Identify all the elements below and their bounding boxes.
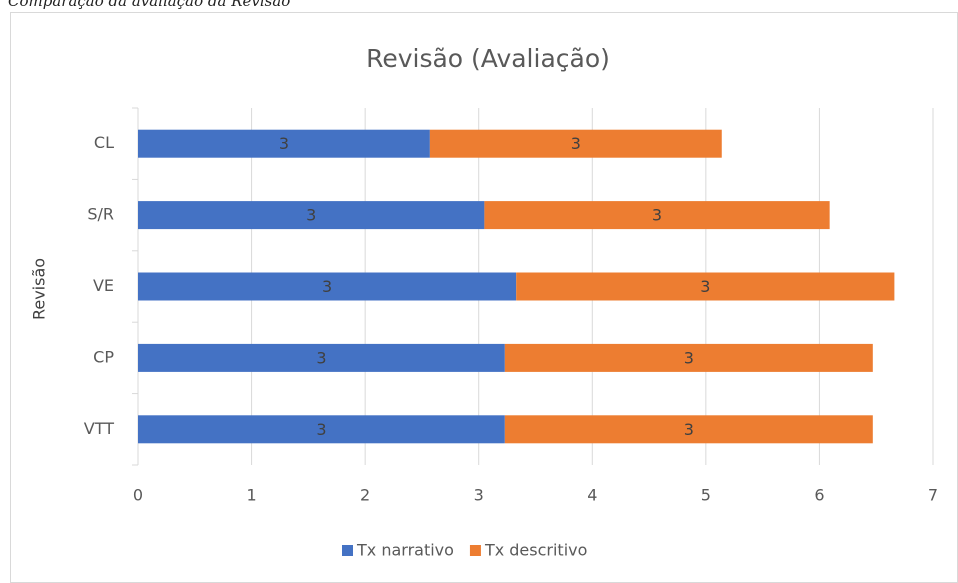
y-tick-label: VE — [93, 276, 114, 295]
data-label: 3 — [316, 420, 326, 439]
y-tick-label: VTT — [84, 419, 114, 438]
bar — [138, 201, 485, 230]
data-label: 3 — [684, 348, 694, 367]
x-tick-label: 2 — [360, 486, 370, 505]
x-tick-label: 1 — [246, 486, 256, 505]
y-tick-label: CL — [94, 133, 114, 152]
legend: Tx narrativo Tx descritivo — [342, 541, 587, 560]
bar — [138, 415, 505, 444]
data-label: 3 — [322, 277, 332, 296]
bar — [429, 129, 722, 158]
data-label: 3 — [571, 134, 581, 153]
bars: CL 3 3 S/R 3 3 VE 3 3 CP 3 3 VTT 3 3 — [84, 129, 895, 444]
data-label: 3 — [279, 134, 289, 153]
data-label: 3 — [684, 420, 694, 439]
legend-swatch — [342, 545, 353, 556]
bar — [138, 343, 505, 372]
x-tick-label: 7 — [928, 486, 938, 505]
legend-swatch — [469, 545, 481, 556]
x-tick-label: 5 — [701, 486, 711, 505]
data-label: 3 — [316, 348, 326, 367]
y-axis-label: Revisão — [30, 258, 49, 320]
bar — [484, 201, 830, 230]
y-tick-label: S/R — [87, 205, 114, 224]
data-label: 3 — [700, 277, 710, 296]
caption: Comparação da avaliação da Revisão — [8, 0, 290, 10]
bar — [138, 129, 430, 158]
x-tick-label: 0 — [133, 486, 143, 505]
bar — [504, 415, 873, 444]
legend-label: Tx narrativo — [356, 541, 454, 560]
x-tick-label: 6 — [814, 486, 824, 505]
legend-label: Tx descritivo — [484, 541, 587, 560]
bar — [516, 272, 895, 301]
bar — [138, 272, 517, 301]
y-tick-label: CP — [93, 347, 114, 366]
bar — [504, 343, 873, 372]
chart-title: Revisão (Avaliação) — [366, 44, 610, 73]
data-label: 3 — [306, 206, 316, 225]
x-tick-label: 3 — [474, 486, 484, 505]
x-tick-label: 4 — [587, 486, 597, 505]
data-label: 3 — [652, 206, 662, 225]
